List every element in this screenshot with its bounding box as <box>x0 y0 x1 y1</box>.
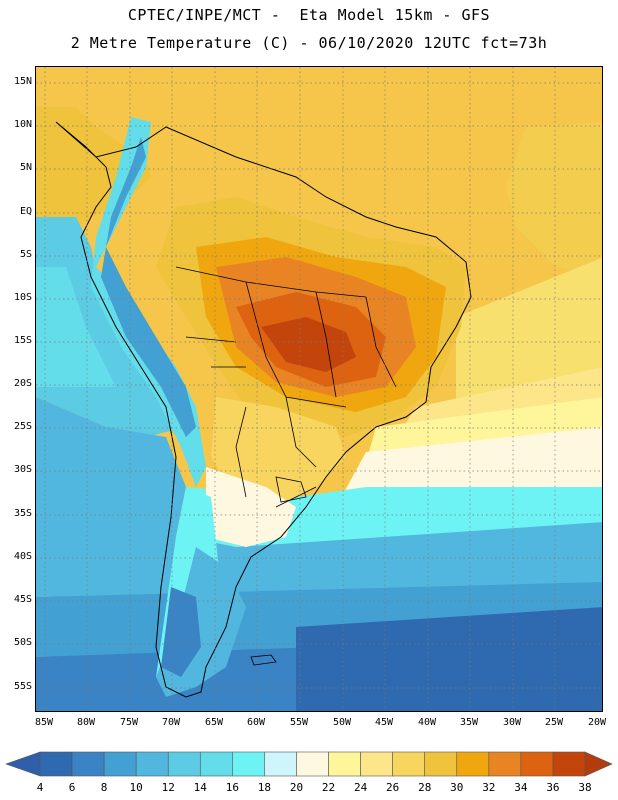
lat-label-45s: 45S <box>13 594 32 605</box>
colorbar-cell <box>488 751 522 777</box>
lon-label-55w: 55W <box>289 717 309 728</box>
field-andes-high <box>101 137 196 437</box>
colorbar-under-triangle <box>5 751 41 777</box>
lat-label-5s: 5S <box>19 249 32 260</box>
lat-label-30s: 30S <box>13 464 32 475</box>
colorbar-cell <box>520 751 554 777</box>
colorbar-label: 32 <box>482 781 496 794</box>
graticule <box>36 67 602 711</box>
lat-label-15n: 15N <box>13 76 32 87</box>
lon-label-35w: 35W <box>459 717 479 728</box>
colorbar-label: 36 <box>546 781 560 794</box>
field-land-20 <box>206 467 296 547</box>
colorbar-cell <box>39 751 73 777</box>
lon-label-20w: 20W <box>587 717 607 728</box>
lon-label-65w: 65W <box>204 717 224 728</box>
colorbar-cell <box>392 751 426 777</box>
colorbar-cell <box>328 751 361 777</box>
colorbar-label: 4 <box>36 781 44 794</box>
colorbar-cell <box>264 751 297 777</box>
lat-label-10s: 10S <box>13 292 32 303</box>
colorbar-label: 30 <box>450 781 464 794</box>
title-line-2: 2 Metre Temperature (C) - 06/10/2020 12U… <box>70 34 548 52</box>
lat-label-50s: 50S <box>13 637 32 648</box>
colorbar-cell <box>552 751 586 777</box>
lon-label-80w: 80W <box>76 717 96 728</box>
field-atlantic-north <box>506 122 602 277</box>
colorbar-label: 14 <box>193 781 207 794</box>
continent-outline <box>55 121 472 698</box>
temperature-field <box>36 67 602 711</box>
colorbar <box>5 751 613 777</box>
colorbar-label: 28 <box>418 781 432 794</box>
field-patagonia-cold <box>161 587 201 677</box>
lat-label-10n: 10N <box>13 119 32 130</box>
lat-label-5n: 5N <box>19 162 32 173</box>
lon-label-50w: 50W <box>332 717 352 728</box>
colorbar-label: 38 <box>578 781 592 794</box>
lon-label-45w: 45W <box>374 717 394 728</box>
lon-label-60w: 60W <box>246 717 266 728</box>
lake-outline <box>275 476 307 503</box>
colorbar-label: 20 <box>289 781 304 794</box>
lon-label-40w: 40W <box>417 717 437 728</box>
colorbar-cell <box>71 751 105 777</box>
colorbar-cell <box>296 751 329 777</box>
lat-label-55s: 55S <box>13 681 32 692</box>
colorbar-cell <box>167 751 201 777</box>
colorbar-cells <box>5 751 613 777</box>
lat-label-15s: 15S <box>13 335 32 346</box>
colorbar-label: 12 <box>161 781 175 794</box>
colorbar-over-triangle <box>584 751 613 777</box>
colorbar-cell <box>360 751 393 777</box>
colorbar-label: 16 <box>225 781 239 794</box>
lat-label-eq: EQ <box>19 206 32 217</box>
colorbar-label: 10 <box>129 781 143 794</box>
lon-label-70w: 70W <box>161 717 181 728</box>
temperature-map <box>35 66 603 712</box>
lat-label-40s: 40S <box>13 551 32 562</box>
falklands-outline <box>250 654 277 666</box>
field-land-26 <box>211 397 346 507</box>
colorbar-cell <box>135 751 169 777</box>
field-pacific-16 <box>36 267 116 387</box>
colorbar-cell <box>199 751 233 777</box>
lat-label-35s: 35S <box>13 508 32 519</box>
colorbar-label: 6 <box>68 781 76 794</box>
colorbar-label: 24 <box>353 781 368 794</box>
colorbar-label: 8 <box>100 781 108 794</box>
colorbar-label: 34 <box>514 781 528 794</box>
lon-label-85w: 85W <box>34 717 54 728</box>
colorbar-label: 26 <box>386 781 400 794</box>
colorbar-cell <box>424 751 458 777</box>
country-borders <box>175 266 397 508</box>
lat-label-25s: 25S <box>13 421 32 432</box>
colorbar-cell <box>103 751 137 777</box>
lon-label-75w: 75W <box>119 717 139 728</box>
field-land-36 <box>261 317 356 372</box>
field-band-6 <box>296 607 602 711</box>
field-pacific-12 <box>36 397 186 537</box>
colorbar-label: 18 <box>257 781 272 794</box>
lon-label-25w: 25W <box>544 717 564 728</box>
lat-label-20s: 20S <box>13 378 32 389</box>
colorbar-cell <box>232 751 265 777</box>
lon-label-30w: 30W <box>502 717 522 728</box>
colorbar-label: 22 <box>321 781 336 794</box>
colorbar-cell <box>456 751 490 777</box>
title-line-1: CPTEC/INPE/MCT - Eta Model 15km - GFS <box>127 6 491 24</box>
